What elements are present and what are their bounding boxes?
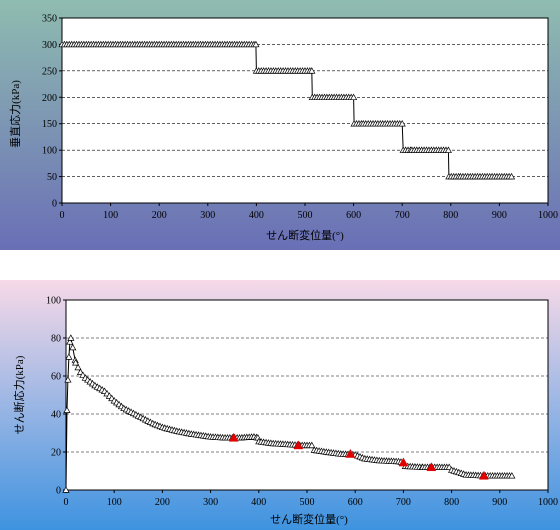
y-tick-label: 40 bbox=[51, 410, 61, 421]
y-tick-label: 350 bbox=[42, 14, 57, 25]
x-tick-label: 100 bbox=[107, 497, 122, 508]
x-tick-label: 200 bbox=[152, 210, 167, 221]
data-point-marker bbox=[350, 93, 358, 101]
x-tick-label: 1000 bbox=[538, 210, 558, 221]
y-axis-label: 垂直応力(kPa) bbox=[8, 80, 22, 148]
data-point-marker bbox=[507, 172, 516, 180]
data-point-marker bbox=[308, 67, 316, 74]
y-tick-label: 50 bbox=[47, 172, 57, 183]
plot-area bbox=[65, 299, 549, 491]
data-point-marker bbox=[65, 353, 73, 360]
x-tick-label: 300 bbox=[203, 497, 218, 508]
x-tick-label: 700 bbox=[396, 497, 411, 508]
y-tick-label: 60 bbox=[51, 372, 61, 383]
y-tick-label: 250 bbox=[42, 66, 57, 77]
x-tick-label: 500 bbox=[298, 210, 313, 221]
x-tick-label: 300 bbox=[200, 210, 215, 221]
data-point-marker bbox=[62, 486, 70, 493]
y-tick-label: 0 bbox=[56, 486, 61, 497]
x-tick-label: 900 bbox=[492, 210, 507, 221]
y-tick-label: 300 bbox=[42, 40, 57, 51]
data-point-marker bbox=[69, 343, 77, 351]
x-tick-label: 400 bbox=[249, 210, 264, 221]
y-tick-label: 80 bbox=[51, 334, 61, 345]
highlighted-point bbox=[398, 457, 409, 467]
x-tick-label: 0 bbox=[64, 497, 69, 508]
y-tick-label: 100 bbox=[42, 146, 57, 157]
x-tick-label: 600 bbox=[348, 497, 363, 508]
data-point-marker bbox=[508, 472, 516, 479]
y-tick-label: 150 bbox=[42, 119, 57, 130]
data-point-marker bbox=[66, 338, 74, 345]
y-tick-label: 100 bbox=[46, 296, 61, 307]
data-point-marker bbox=[72, 358, 80, 366]
data-point-marker bbox=[67, 334, 75, 341]
data-point-marker bbox=[74, 363, 82, 371]
x-axis-label: せん断変位量(°) bbox=[266, 228, 344, 242]
x-tick-label: 700 bbox=[395, 210, 410, 221]
x-tick-label: 600 bbox=[346, 210, 361, 221]
x-axis-label: せん断変位量(°) bbox=[270, 512, 348, 526]
data-point-marker bbox=[308, 441, 316, 449]
highlighted-point bbox=[228, 432, 239, 442]
highlighted-point bbox=[426, 462, 437, 472]
data-point-marker bbox=[444, 146, 452, 153]
x-tick-label: 200 bbox=[155, 497, 170, 508]
x-tick-label: 1000 bbox=[538, 497, 558, 508]
y-tick-label: 20 bbox=[51, 448, 61, 459]
y-tick-label: 0 bbox=[52, 199, 57, 210]
data-point-marker bbox=[252, 40, 260, 48]
highlighted-point bbox=[478, 470, 489, 480]
x-tick-label: 500 bbox=[300, 497, 315, 508]
data-point-marker bbox=[63, 406, 71, 413]
normal-stress-chart: 0 50 100 150 200 250 300 350 0 100 200 300 400 500 600… bbox=[0, 0, 560, 250]
x-tick-label: 400 bbox=[251, 497, 266, 508]
x-tick-label: 800 bbox=[443, 210, 458, 221]
x-tick-label: 0 bbox=[60, 210, 65, 221]
x-tick-label: 100 bbox=[103, 210, 118, 221]
y-axis-label: せん断応力(kPa) bbox=[12, 355, 26, 434]
x-tick-label: 900 bbox=[492, 497, 507, 508]
plot-area bbox=[61, 17, 549, 204]
data-point-marker bbox=[64, 376, 72, 383]
highlighted-point bbox=[293, 440, 304, 450]
x-tick-label: 800 bbox=[444, 497, 459, 508]
data-point-marker bbox=[398, 119, 406, 127]
y-tick-label: 200 bbox=[42, 93, 57, 104]
highlighted-point bbox=[345, 448, 356, 458]
